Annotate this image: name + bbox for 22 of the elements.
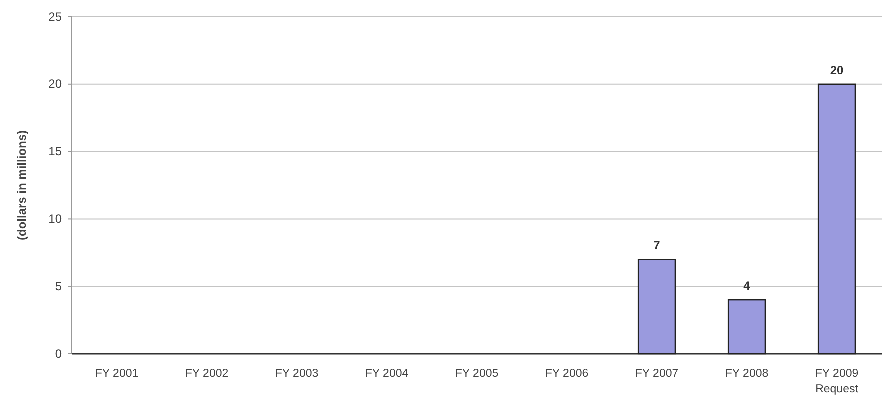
y-tick-label: 0 (55, 346, 62, 361)
data-label: 7 (654, 238, 661, 253)
bar (638, 259, 676, 355)
y-tick-label: 5 (55, 279, 62, 294)
x-tick-label: FY 2002 (185, 368, 229, 380)
x-tick-label: FY 2009 Request (815, 368, 860, 396)
x-tick-label: FY 2001 (95, 368, 139, 380)
x-tick-label: FY 2008 (725, 368, 769, 380)
y-tick-label: 25 (48, 10, 62, 24)
data-label: 20 (830, 63, 844, 78)
x-tick-label: FY 2004 (365, 368, 410, 380)
x-tick-label: FY 2005 (455, 368, 499, 380)
y-tick-label: 20 (48, 77, 62, 92)
x-tick-label: FY 2003 (275, 368, 319, 380)
x-tick-label: FY 2006 (545, 368, 589, 380)
x-tick-label: FY 2007 (635, 368, 679, 380)
bar (728, 299, 766, 355)
data-label: 4 (744, 279, 751, 294)
y-tick-label: 15 (48, 144, 62, 159)
y-tick-label: 10 (48, 212, 62, 226)
y-axis-title: (dollars in millions) (15, 130, 29, 241)
bar (818, 84, 856, 355)
